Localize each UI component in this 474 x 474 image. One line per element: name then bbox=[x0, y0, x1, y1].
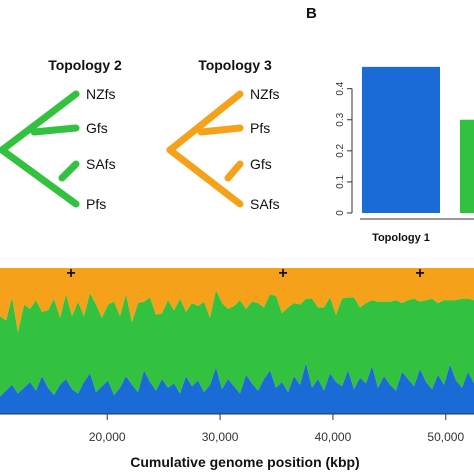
x-category-label: Topology 1 bbox=[372, 232, 430, 244]
tree-branch bbox=[166, 90, 244, 154]
tree-branch bbox=[224, 160, 244, 182]
y-tick-label: 0 bbox=[335, 210, 346, 216]
tree-tip-label: NZfs bbox=[250, 86, 280, 102]
tree-tip-label: Gfs bbox=[250, 156, 272, 172]
y-tick-label: 0.3 bbox=[335, 112, 346, 126]
panel-letter-b: B bbox=[306, 5, 317, 22]
marker-plus: + bbox=[278, 265, 287, 282]
marker-plus: + bbox=[66, 265, 75, 282]
tree-tip-label: Gfs bbox=[86, 120, 108, 136]
bar bbox=[460, 119, 474, 213]
y-tick-label: 0.4 bbox=[335, 81, 346, 95]
tree-branch bbox=[197, 124, 244, 136]
area-series bbox=[0, 362, 474, 414]
tree-branches bbox=[0, 90, 80, 208]
area-chart: + + +20,000 30,000 40,000 50,000 Cumulative ge… bbox=[0, 265, 474, 470]
tree-tip-label: NZfs bbox=[86, 86, 116, 102]
y-tick-label: 0.1 bbox=[335, 175, 346, 189]
x-tick-label: 30,000 bbox=[202, 430, 239, 444]
x-axis-title: Cumulative genome position (kbp) bbox=[130, 454, 359, 470]
topology-trees: Topology 2 NZfs Gfs SAfs Pfs Topology 3 NZfs Pf… bbox=[0, 57, 280, 212]
area-series bbox=[0, 289, 474, 397]
topology-title: Topology 3 bbox=[198, 57, 272, 73]
x-tick-label: 40,000 bbox=[315, 430, 352, 444]
x-tick-label: 50,000 bbox=[427, 430, 464, 444]
area-series bbox=[0, 268, 474, 333]
tree-tip-label: Pfs bbox=[86, 196, 106, 212]
tree-branch bbox=[58, 160, 80, 182]
tree-branch bbox=[0, 146, 80, 208]
topology-title: Topology 2 bbox=[48, 57, 122, 73]
marker-plus: + bbox=[415, 265, 424, 282]
y-tick-label: 0.2 bbox=[335, 143, 346, 157]
tree-branches bbox=[166, 90, 244, 208]
tree-tip-label: SAfs bbox=[250, 196, 280, 212]
tree-tip-label: SAfs bbox=[86, 156, 116, 172]
x-tick-label: 20,000 bbox=[89, 430, 126, 444]
tree-tip-label: Pfs bbox=[250, 120, 270, 136]
bar bbox=[362, 66, 440, 214]
tree-branch bbox=[0, 90, 80, 154]
tree-branch bbox=[30, 124, 80, 136]
tree-branch bbox=[166, 146, 244, 208]
